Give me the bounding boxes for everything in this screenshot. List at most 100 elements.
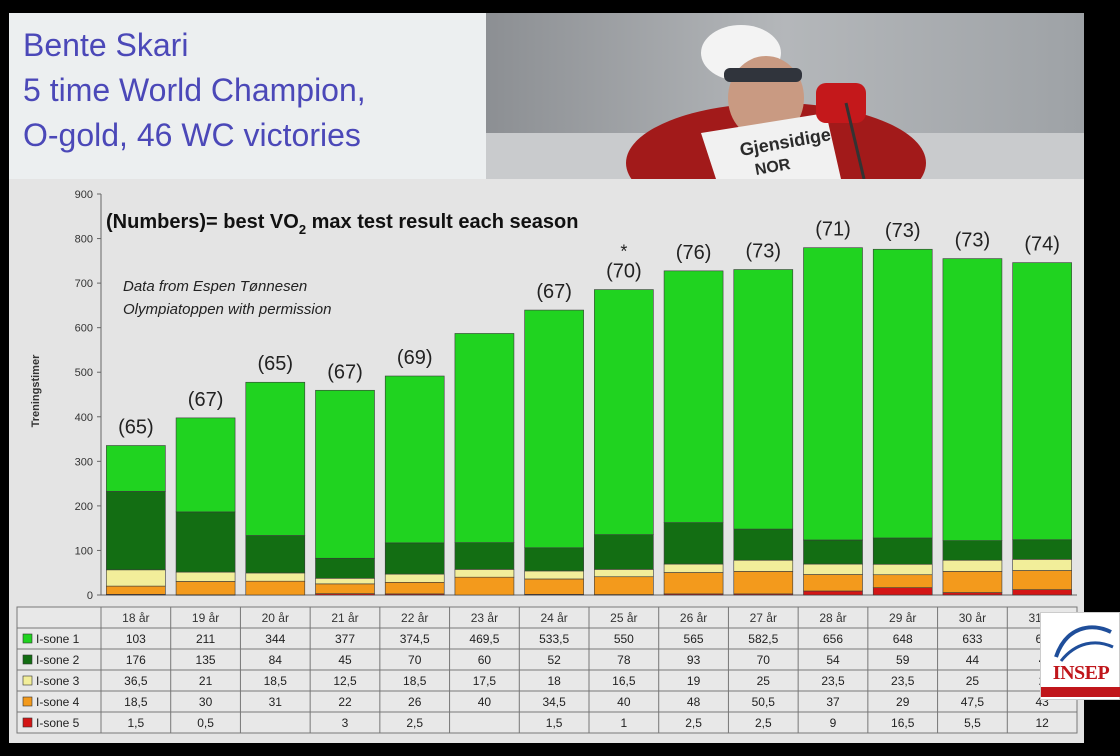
bars-layer [106,247,1072,596]
slide: Bente Skari 5 time World Champion, O-gol… [9,13,1084,743]
bar-segment [1012,559,1072,571]
table-cell: 9 [830,716,837,730]
category-label: 23 år [471,611,498,625]
bar-segment [384,582,445,595]
table-cell: 16,5 [891,716,915,730]
slide-title: Bente Skari 5 time World Champion, O-gol… [23,23,366,158]
table-cell: 377 [335,632,355,646]
table-cell: 21 [199,674,213,688]
category-label: 27 år [750,611,777,625]
table-cell: 103 [126,632,146,646]
table-cell: 59 [896,653,910,667]
table-cell: 29 [896,695,910,709]
bar-segment [245,535,306,574]
table-cell: 22 [338,695,352,709]
vo2-label: (67) [188,389,224,411]
table-cell: 37 [826,695,840,709]
legend-entry: I-sone 2 [36,653,80,667]
table-cell: 648 [893,632,913,646]
table-cell: 633 [962,632,982,646]
table-cell: 211 [196,632,215,646]
bar-segment [106,491,166,571]
table-cell: 60 [478,653,492,667]
legend-swatch [22,675,33,686]
vo2-label: (67) [536,281,572,303]
table-cell: 23,5 [821,674,845,688]
table-cell: 48 [687,695,701,709]
bar-segment [594,534,654,570]
insep-logo: INSEP [1040,612,1120,700]
table-cell: 582,5 [748,632,778,646]
bar-segment [663,270,724,523]
table-cell: 469,5 [469,632,499,646]
legend-swatch [22,654,33,665]
title-line-1: Bente Skari [23,27,189,63]
table-cell: 50,5 [752,695,776,709]
bar-segment [803,574,863,592]
table-cell: 374,5 [400,632,430,646]
table-cell: 31 [269,695,283,709]
bar-segment [454,333,515,543]
table-cell: 2,5 [406,716,423,730]
table-cell: 25 [757,674,771,688]
legend-entry: I-sone 4 [36,695,80,709]
table-cell: 18,5 [403,674,427,688]
bar-segment [106,569,166,587]
table-cell: 84 [269,653,283,667]
table-cell: 176 [126,653,146,667]
bar-segment [942,592,1003,596]
bar-segment [315,577,375,585]
bar-segment [733,269,794,530]
legend-swatch [22,696,33,707]
y-tick-label: 300 [75,456,93,468]
bar-segment [384,375,445,544]
bar-segment [315,389,375,559]
category-label: 30 år [959,611,986,625]
bar-segment [315,583,375,594]
bar-segment [663,572,724,595]
chart-area: 0 100 200 300 400 500 600 700 800 900 (65) (67) (65… [9,179,1084,743]
y-tick-label: 600 [75,323,93,335]
category-label: 29 år [889,611,916,625]
table-cell: 135 [196,653,216,667]
title-line-3: O-gold, 46 WC victories [23,117,361,153]
chart-title-sub: 2 [299,222,306,237]
bar-segment [175,571,236,582]
bar-segment [803,539,863,565]
table-cell: 5,5 [964,716,981,730]
bar-segment [733,528,794,561]
vo2-label: (69) [397,347,433,369]
category-label: 26 år [680,611,707,625]
vo2-label: (73) [885,220,921,242]
chart-title-main: (Numbers)= best VO [106,211,299,233]
bar-segment [175,581,236,596]
table-cell: 45 [338,653,352,667]
bar-segment [942,258,1003,541]
bar-segment [175,417,236,513]
table-cell: 54 [826,653,840,667]
legend-entry: I-sone 3 [36,674,80,688]
table-cell: 26 [408,695,422,709]
bar-segment [106,585,166,595]
table-cell: 18 [547,674,561,688]
category-label: 22 år [401,611,428,625]
category-label: 28 år [819,611,846,625]
bar-segment [245,381,306,536]
category-label: 20 år [262,611,289,625]
table-cell: 656 [823,632,843,646]
bar-segment [594,289,654,535]
table-cell: 70 [408,653,422,667]
category-label: 21 år [331,611,358,625]
bar-segment [663,522,724,565]
bar-segment [1012,589,1072,596]
vo2-label: (73) [745,241,781,263]
bar-segment [942,559,1003,572]
legend-swatch [22,633,33,644]
table-cell: 23,5 [891,674,915,688]
bar-segment [1012,539,1072,560]
annotation-line-2: Olympiatoppen with permission [123,301,331,318]
data-table: 18 år 19 år 20 år 21 år 22 år 23 år 24 år 25 år… [16,606,1078,734]
bar-segment [733,559,794,572]
bar-segment [245,580,306,596]
table-cell: 52 [547,653,561,667]
